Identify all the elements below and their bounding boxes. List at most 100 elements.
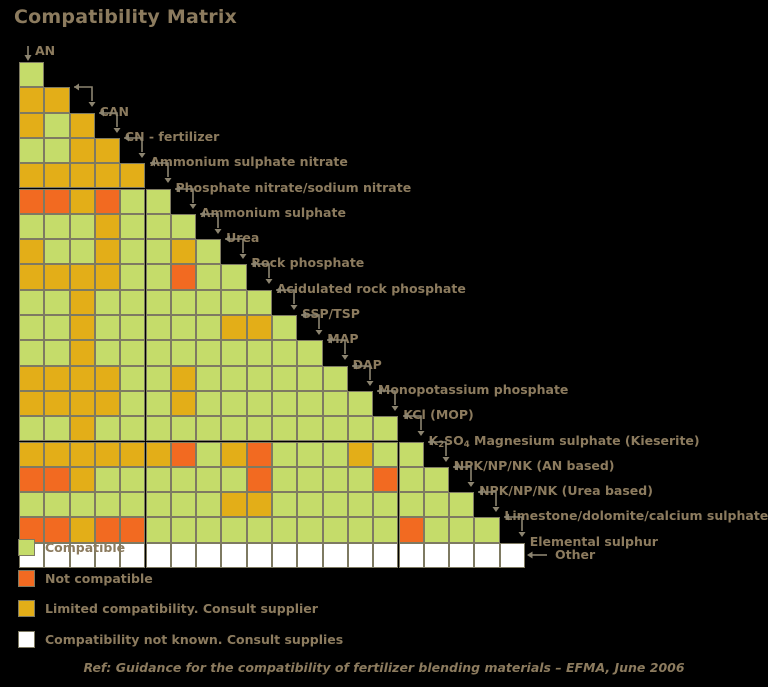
matrix-cell[interactable] [221, 466, 247, 493]
matrix-cell[interactable] [120, 365, 146, 391]
matrix-cell[interactable] [69, 492, 95, 518]
matrix-cell[interactable] [373, 416, 399, 442]
matrix-cell[interactable] [120, 340, 146, 366]
matrix-cell[interactable] [44, 137, 70, 164]
matrix-cell[interactable] [196, 315, 222, 341]
matrix-cell[interactable] [145, 289, 171, 315]
matrix-cell[interactable] [196, 239, 222, 265]
matrix-cell[interactable] [94, 340, 121, 366]
matrix-cell[interactable] [120, 466, 146, 493]
matrix-cell[interactable] [297, 466, 323, 493]
matrix-cell[interactable] [196, 441, 222, 467]
matrix-cell[interactable] [69, 416, 95, 442]
matrix-cell[interactable] [170, 441, 197, 467]
matrix-cell[interactable] [221, 365, 247, 391]
matrix-cell[interactable] [272, 466, 298, 493]
matrix-cell[interactable] [246, 466, 272, 493]
matrix-cell[interactable] [272, 365, 298, 391]
matrix-cell[interactable] [170, 542, 197, 568]
matrix-cell[interactable] [347, 416, 374, 442]
matrix-cell[interactable] [398, 517, 424, 543]
matrix-cell[interactable] [69, 542, 95, 568]
matrix-cell[interactable] [94, 517, 121, 543]
matrix-cell[interactable] [44, 390, 70, 417]
matrix-cell[interactable] [196, 517, 222, 543]
matrix-cell[interactable] [423, 492, 450, 518]
matrix-cell[interactable] [19, 239, 45, 265]
matrix-cell[interactable] [322, 466, 348, 493]
matrix-cell[interactable] [69, 315, 95, 341]
matrix-cell[interactable] [145, 315, 171, 341]
matrix-cell[interactable] [196, 264, 222, 290]
matrix-cell[interactable] [120, 289, 146, 315]
matrix-cell[interactable] [373, 466, 399, 493]
matrix-cell[interactable] [322, 416, 348, 442]
matrix-cell[interactable] [69, 264, 95, 290]
matrix-cell[interactable] [145, 264, 171, 290]
matrix-cell[interactable] [44, 264, 70, 290]
matrix-cell[interactable] [19, 62, 45, 88]
matrix-cell[interactable] [221, 340, 247, 366]
matrix-cell[interactable] [221, 289, 247, 315]
matrix-cell[interactable] [19, 390, 45, 417]
matrix-cell[interactable] [449, 542, 475, 568]
matrix-cell[interactable] [94, 365, 121, 391]
matrix-cell[interactable] [19, 466, 45, 493]
matrix-cell[interactable] [398, 441, 424, 467]
matrix-cell[interactable] [69, 213, 95, 240]
matrix-cell[interactable] [221, 264, 247, 290]
matrix-cell[interactable] [94, 137, 121, 164]
matrix-cell[interactable] [44, 315, 70, 341]
matrix-cell[interactable] [297, 517, 323, 543]
matrix-cell[interactable] [423, 542, 450, 568]
matrix-cell[interactable] [94, 188, 121, 214]
matrix-cell[interactable] [246, 340, 272, 366]
matrix-cell[interactable] [322, 492, 348, 518]
matrix-cell[interactable] [69, 390, 95, 417]
matrix-cell[interactable] [170, 289, 197, 315]
matrix-cell[interactable] [196, 340, 222, 366]
matrix-cell[interactable] [272, 416, 298, 442]
matrix-cell[interactable] [145, 340, 171, 366]
matrix-cell[interactable] [120, 239, 146, 265]
matrix-cell[interactable] [347, 542, 374, 568]
matrix-cell[interactable] [69, 517, 95, 543]
matrix-cell[interactable] [44, 542, 70, 568]
matrix-cell[interactable] [120, 264, 146, 290]
matrix-cell[interactable] [297, 390, 323, 417]
matrix-cell[interactable] [145, 466, 171, 493]
matrix-cell[interactable] [44, 365, 70, 391]
matrix-cell[interactable] [120, 213, 146, 240]
matrix-cell[interactable] [44, 87, 70, 113]
matrix-cell[interactable] [373, 542, 399, 568]
matrix-cell[interactable] [449, 517, 475, 543]
matrix-cell[interactable] [474, 517, 500, 543]
matrix-cell[interactable] [19, 264, 45, 290]
matrix-cell[interactable] [19, 289, 45, 315]
matrix-cell[interactable] [19, 315, 45, 341]
matrix-cell[interactable] [196, 365, 222, 391]
matrix-cell[interactable] [94, 239, 121, 265]
matrix-cell[interactable] [19, 188, 45, 214]
matrix-cell[interactable] [145, 416, 171, 442]
matrix-cell[interactable] [272, 390, 298, 417]
matrix-cell[interactable] [44, 466, 70, 493]
matrix-cell[interactable] [120, 517, 146, 543]
matrix-cell[interactable] [221, 390, 247, 417]
matrix-cell[interactable] [69, 163, 95, 189]
matrix-cell[interactable] [19, 441, 45, 467]
matrix-cell[interactable] [297, 542, 323, 568]
matrix-cell[interactable] [94, 416, 121, 442]
matrix-cell[interactable] [145, 390, 171, 417]
matrix-cell[interactable] [170, 315, 197, 341]
matrix-cell[interactable] [145, 213, 171, 240]
matrix-cell[interactable] [94, 289, 121, 315]
matrix-cell[interactable] [272, 340, 298, 366]
matrix-cell[interactable] [221, 315, 247, 341]
matrix-cell[interactable] [423, 466, 450, 493]
matrix-cell[interactable] [196, 289, 222, 315]
matrix-cell[interactable] [196, 542, 222, 568]
matrix-cell[interactable] [297, 441, 323, 467]
matrix-cell[interactable] [347, 441, 374, 467]
matrix-cell[interactable] [347, 492, 374, 518]
